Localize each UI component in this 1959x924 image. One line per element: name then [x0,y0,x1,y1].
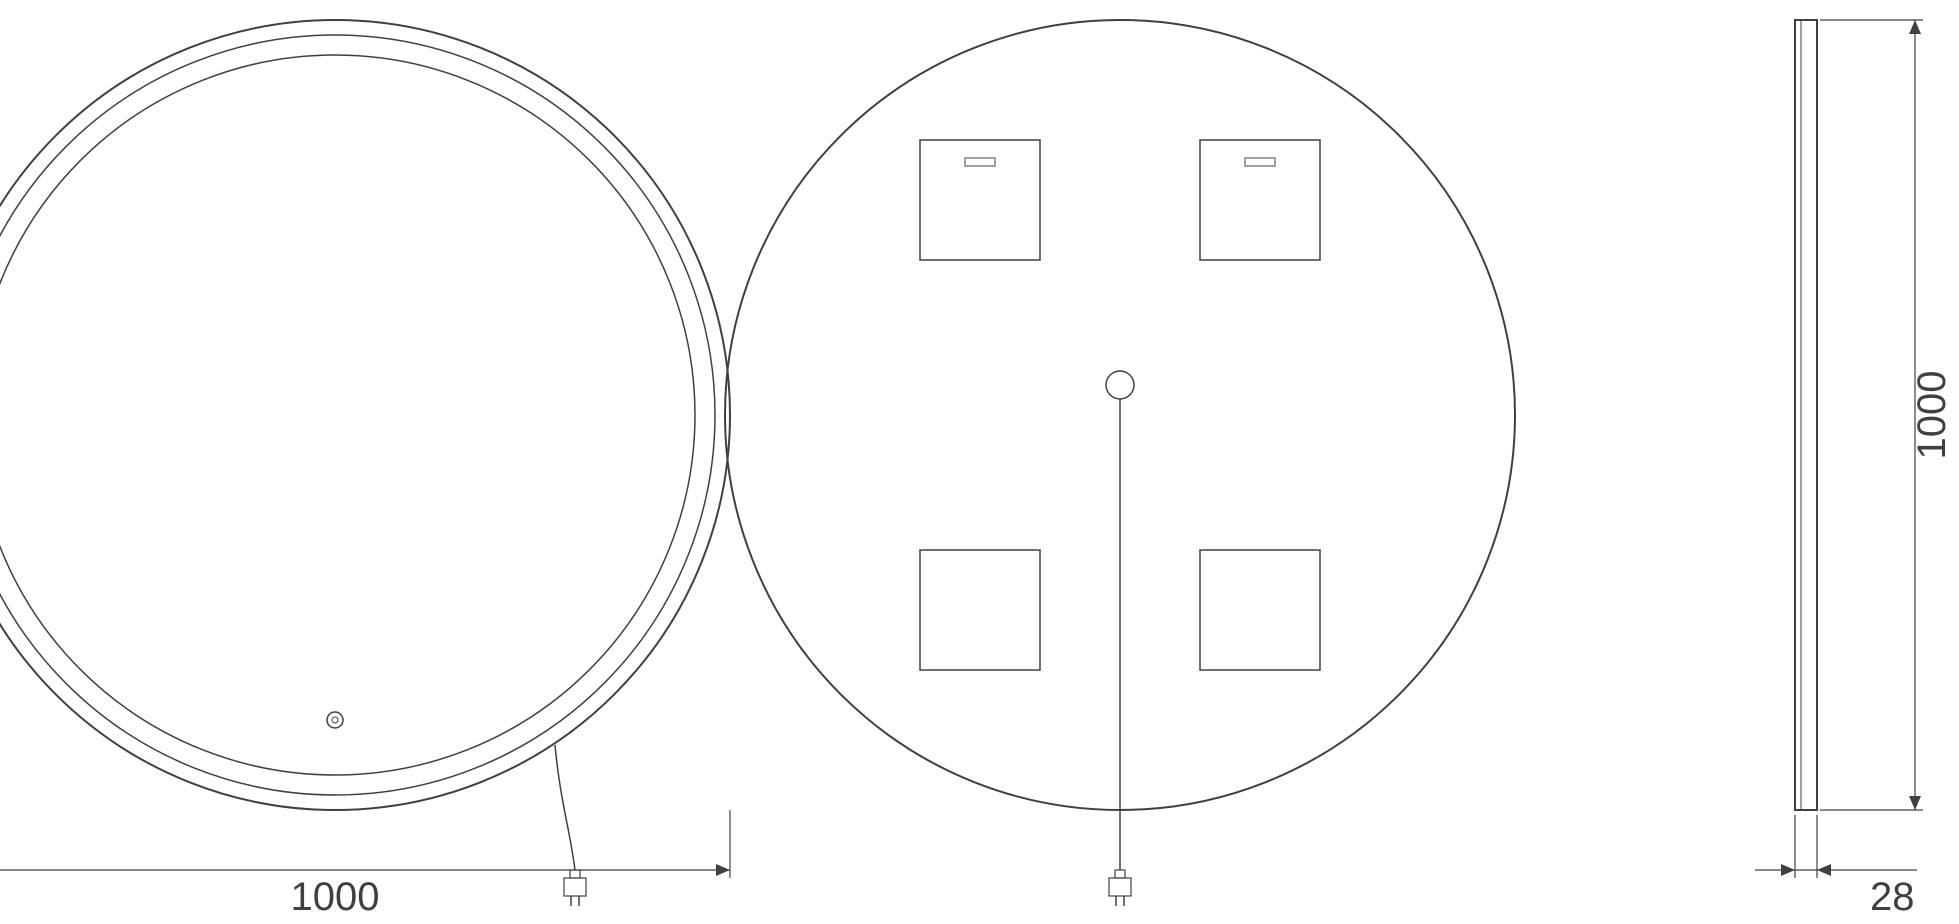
back-view [725,20,1515,906]
dimension-label: 1000 [291,875,380,919]
dim-width-front: 1000 [0,810,730,919]
front-view: 1000 [0,20,730,919]
mount-bracket [1200,550,1320,670]
dimension-label: 1000 [1910,371,1954,460]
dim-height-side: 1000 [1820,20,1954,810]
mount-bracket [920,550,1040,670]
side-view: 1000 28 [1755,20,1954,919]
dimension-label: 28 [1870,875,1915,919]
plug-icon [1109,870,1131,906]
touch-button-icon [327,712,343,728]
plug-icon [564,870,586,906]
cable-grommet-icon [1106,371,1134,399]
dim-depth-side: 28 [1755,815,1917,919]
